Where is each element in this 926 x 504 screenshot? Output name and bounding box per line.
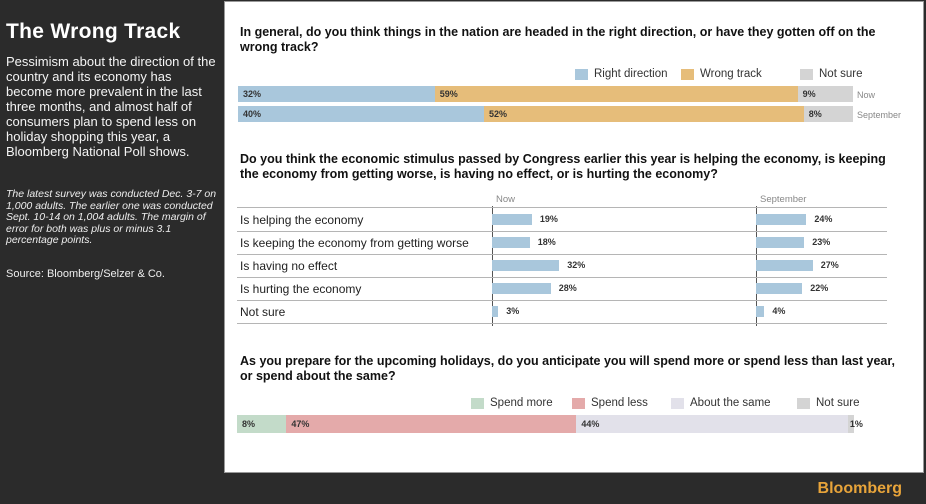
bar (756, 306, 765, 317)
chart-title: Do you think the economic stimulus passe… (240, 152, 886, 181)
bar-segment: 9% (797, 86, 853, 102)
table-row: Is hurting the economy 28% 22% (237, 278, 887, 301)
legend-label: Right direction (594, 68, 668, 80)
row-label: Is helping the economy (240, 213, 364, 227)
bar-segment: 47% (286, 415, 577, 433)
legend-item: Spend less (572, 397, 648, 409)
legend-swatch (572, 397, 585, 409)
data-label: 28% (558, 283, 577, 293)
bar (492, 260, 560, 271)
chart-title: As you prepare for the upcoming holidays… (240, 354, 896, 383)
data-label: 1% (849, 419, 863, 429)
row-label: September (857, 110, 902, 120)
data-label: 22% (810, 283, 829, 293)
data-label: 19% (539, 214, 558, 224)
bar (492, 306, 499, 317)
bar-segment: 52% (484, 106, 804, 122)
bar (756, 214, 807, 225)
data-label: 24% (814, 214, 833, 224)
legend-item: Not sure (797, 397, 859, 409)
row-label: Is having no effect (240, 259, 338, 273)
column-header: Now (496, 194, 516, 205)
footer: Bloomberg (0, 476, 926, 504)
table-row: Not sure 3% 4% (237, 301, 887, 324)
row-label: Not sure (240, 305, 286, 319)
methodology-note: The latest survey was conducted Dec. 3-7… (6, 188, 217, 246)
page-title: The Wrong Track (6, 20, 181, 43)
sidebar: The Wrong Track Pessimism about the dire… (0, 0, 224, 475)
legend-label: Spend less (591, 397, 648, 409)
row-label: Now (857, 90, 876, 100)
legend-swatch (471, 397, 484, 409)
legend-item: About the same (671, 397, 771, 409)
bar (492, 214, 532, 225)
data-label: 32% (567, 260, 586, 270)
row-label: Is hurting the economy (240, 282, 362, 296)
chart-title: In general, do you think things in the n… (240, 25, 876, 54)
bar (756, 283, 803, 294)
data-label: 4% (772, 306, 786, 316)
bar (492, 237, 530, 248)
table-row: Is helping the economy 19% 24% (237, 209, 887, 232)
legend-item: Wrong track (681, 68, 762, 80)
legend-swatch (800, 68, 813, 80)
bar (756, 260, 813, 271)
chart-panel: In general, do you think things in the n… (224, 1, 924, 473)
source-note: Source: Bloomberg/Selzer & Co. (6, 267, 165, 280)
column-header: September (760, 194, 807, 205)
table-row: Is keeping the economy from getting wors… (237, 232, 887, 255)
bar-segment: 8% (803, 106, 853, 122)
bar-segment: 59% (434, 86, 798, 102)
legend-swatch (575, 68, 588, 80)
bar (756, 237, 805, 248)
intro-text: Pessimism about the direction of the cou… (6, 54, 216, 159)
legend-item: Spend more (471, 397, 553, 409)
legend-swatch (681, 68, 694, 80)
legend-item: Right direction (575, 68, 668, 80)
legend-label: Not sure (819, 68, 863, 80)
data-label: 27% (820, 260, 839, 270)
bar-segment (847, 415, 854, 433)
legend-swatch (797, 397, 810, 409)
legend-label: Spend more (490, 397, 553, 409)
data-label: 23% (812, 237, 831, 247)
row-label: Is keeping the economy from getting wors… (240, 236, 469, 250)
legend-swatch (671, 397, 684, 409)
data-label: 3% (506, 306, 520, 316)
bar (492, 283, 551, 294)
legend-label: Wrong track (700, 68, 762, 80)
bar-segment: 44% (576, 415, 848, 433)
bar-segment: 8% (237, 415, 287, 433)
legend-item: Not sure (800, 68, 862, 80)
brand-logo: Bloomberg (817, 480, 902, 497)
header-rule (237, 207, 887, 208)
bar-segment: 40% (238, 106, 484, 122)
data-label: 18% (537, 237, 556, 247)
bar-segment: 32% (238, 86, 435, 102)
legend-label: Not sure (816, 397, 860, 409)
table-row: Is having no effect 32% 27% (237, 255, 887, 278)
legend-label: About the same (690, 397, 771, 409)
